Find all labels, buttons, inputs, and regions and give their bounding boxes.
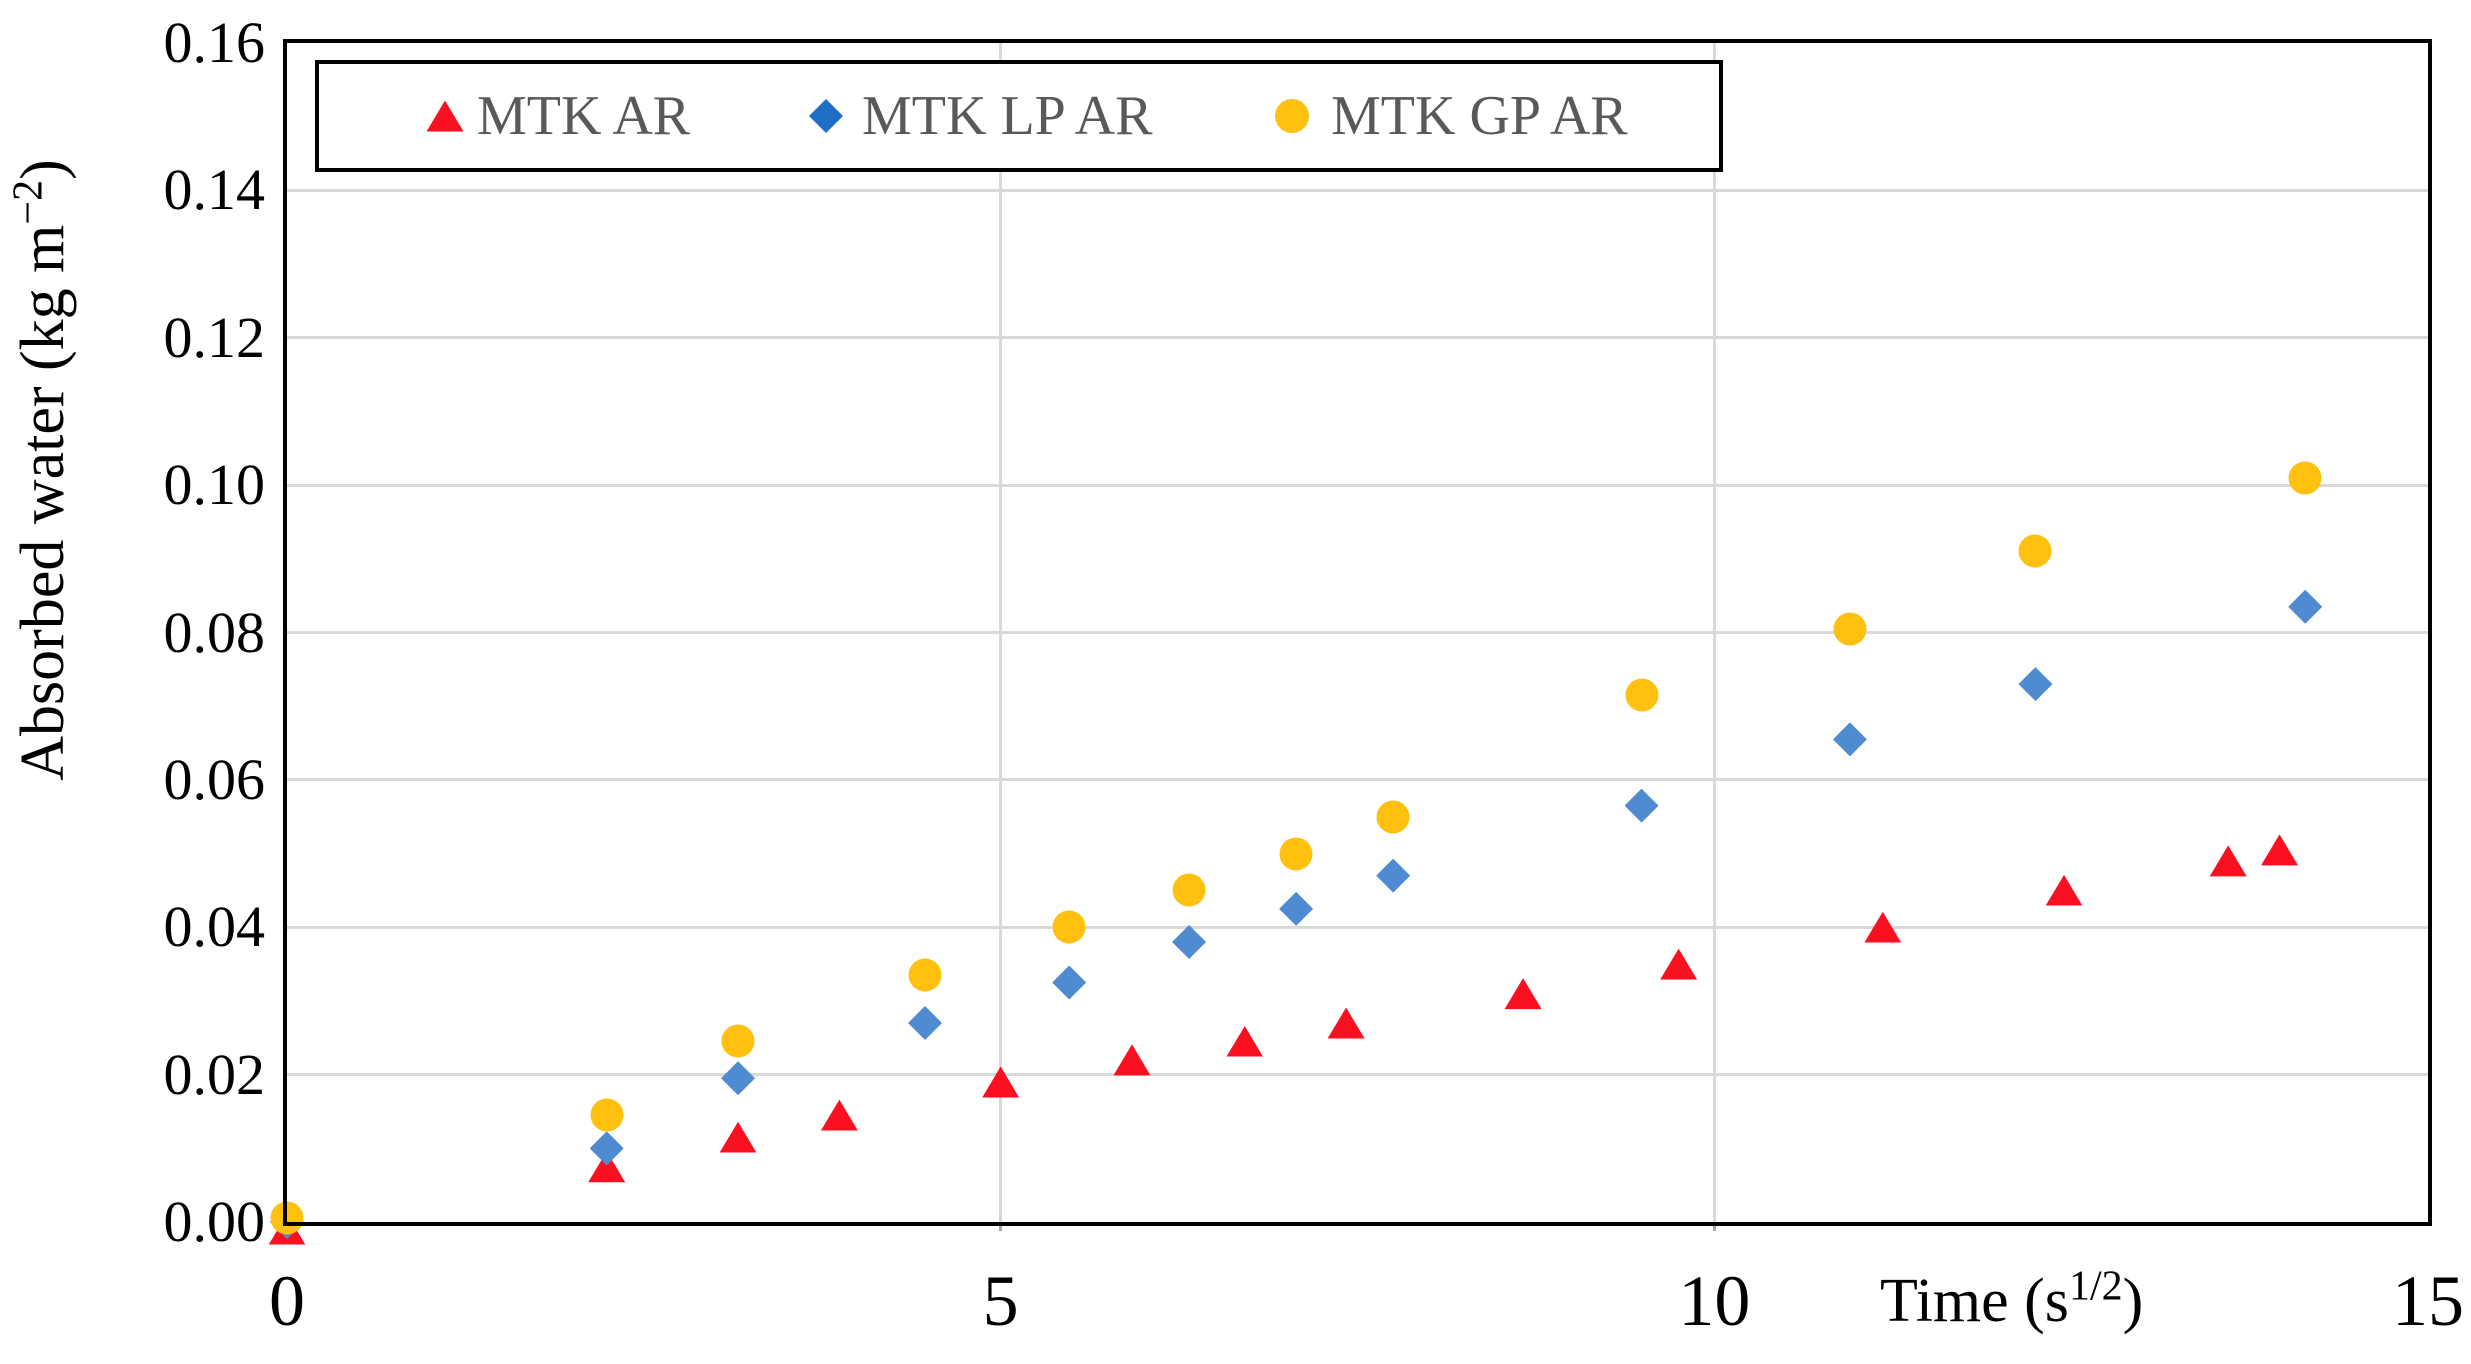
y-tick-label-0.04: 0.04: [163, 894, 266, 960]
data-point-mtk-ar: [2261, 834, 2299, 866]
data-point-mtk-gp-ar: [908, 958, 942, 992]
data-point-mtk-lp-ar: [1279, 891, 1314, 926]
data-point-mtk-lp-ar: [1624, 788, 1659, 823]
v-gridline-5: [999, 43, 1003, 1222]
data-point-mtk-ar: [820, 1099, 858, 1131]
y-tick-label-0.00: 0.00: [163, 1189, 266, 1254]
plot-area: [268, 43, 2428, 1245]
x-axis-tick-10: [1712, 1222, 1716, 1231]
y-tick-label-0.08: 0.08: [163, 599, 266, 665]
circle-legend-marker-icon: [1275, 99, 1309, 133]
data-point-mtk-lp-ar: [1832, 722, 1867, 757]
data-point-mtk-gp-ar: [1279, 837, 1313, 871]
x-axis-title-text: Time (s: [1880, 1267, 2069, 1335]
h-gridline-0.04: [287, 925, 2428, 929]
h-gridline-0.14: [287, 188, 2428, 192]
legend-label-mtk-ar: MTK AR: [477, 85, 691, 147]
data-point-mtk-lp-ar: [589, 1131, 624, 1166]
data-point-mtk-gp-ar: [270, 1201, 304, 1235]
h-gridline-0.06: [287, 778, 2428, 782]
h-gridline-0.08: [287, 631, 2428, 634]
data-point-mtk-gp-ar: [1833, 612, 1867, 646]
triangle-legend-marker-icon: [426, 100, 464, 132]
data-point-mtk-gp-ar: [721, 1024, 755, 1058]
y-tick-label-0.06: 0.06: [163, 746, 266, 812]
x-axis-title: Time (s1/2): [1880, 1258, 2240, 1344]
data-point-mtk-ar: [1327, 1007, 1365, 1039]
data-point-mtk-gp-ar: [1172, 873, 1206, 907]
v-gridline-10: [1712, 43, 1716, 1222]
x-axis-tick-5: [999, 1222, 1003, 1231]
y-tick-label-0.16: 0.16: [163, 10, 266, 75]
data-point-mtk-lp-ar: [721, 1061, 756, 1096]
y-tick-label-0.10: 0.10: [163, 452, 266, 518]
legend: MTK AR MTK LP AR MTK GP AR: [315, 60, 1723, 172]
y-axis-title-superscript: −2: [5, 179, 52, 225]
data-point-mtk-ar: [2045, 874, 2083, 906]
y-tick-label-0.02: 0.02: [163, 1041, 266, 1107]
y-tick-label-0.12: 0.12: [163, 304, 266, 370]
h-gridline-0.12: [287, 336, 2428, 340]
h-gridline-0.10: [287, 483, 2428, 487]
data-point-mtk-gp-ar: [590, 1098, 624, 1132]
data-point-mtk-lp-ar: [908, 1006, 943, 1041]
data-point-mtk-ar: [1660, 948, 1698, 980]
data-point-mtk-ar: [1504, 978, 1542, 1010]
diamond-legend-marker-icon: [809, 99, 843, 133]
data-point-mtk-lp-ar: [2018, 667, 2053, 702]
data-point-mtk-lp-ar: [2288, 589, 2323, 624]
x-tick-label-0: 0: [269, 1261, 305, 1341]
data-point-mtk-gp-ar: [2288, 461, 2322, 495]
data-point-mtk-gp-ar: [1052, 910, 1086, 944]
data-point-mtk-ar: [719, 1121, 757, 1153]
data-point-mtk-ar: [982, 1066, 1020, 1098]
legend-label-mtk-lp-ar: MTK LP AR: [862, 85, 1153, 147]
x-axis-title-superscript: 1/2: [2068, 1263, 2123, 1310]
x-axis-title-suffix: ): [2122, 1267, 2144, 1335]
x-tick-label-15: 15: [2392, 1261, 2464, 1341]
data-point-mtk-lp-ar: [1172, 924, 1207, 959]
data-point-mtk-ar: [1113, 1044, 1151, 1076]
x-tick-label-5: 5: [982, 1261, 1019, 1341]
x-tick-label-10: 10: [1678, 1261, 1751, 1341]
data-point-mtk-gp-ar: [2018, 534, 2052, 568]
legend-label-mtk-gp-ar: MTK GP AR: [1331, 85, 1628, 147]
data-point-mtk-ar: [1226, 1025, 1264, 1057]
y-tick-label-0.14: 0.14: [163, 157, 266, 223]
data-point-mtk-lp-ar: [1376, 858, 1411, 893]
data-point-mtk-gp-ar: [1625, 678, 1659, 712]
data-point-mtk-lp-ar: [1052, 965, 1087, 1000]
data-point-mtk-gp-ar: [1376, 800, 1410, 834]
h-gridline-0.02: [287, 1073, 2428, 1077]
data-point-mtk-ar: [2209, 845, 2247, 877]
